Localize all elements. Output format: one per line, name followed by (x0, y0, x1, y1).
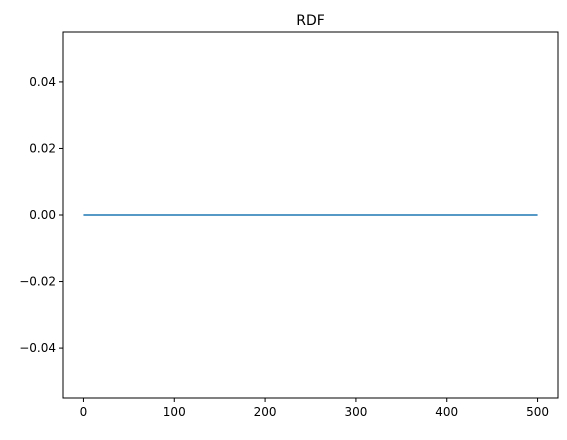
y-tick-label: −0.02 (19, 275, 56, 289)
x-tick-label: 500 (526, 405, 549, 419)
x-tick-label: 100 (163, 405, 186, 419)
y-tick-label: 0.04 (29, 75, 56, 89)
y-tick-label: −0.04 (19, 341, 56, 355)
x-tick-label: 200 (254, 405, 277, 419)
y-tick-label: 0.00 (29, 208, 56, 222)
x-tick-label: 0 (80, 405, 88, 419)
y-axis: 0.04 0.02 0.00 −0.02 −0.04 (19, 75, 63, 355)
x-tick-label: 400 (435, 405, 458, 419)
x-axis: 0 100 200 300 400 500 (80, 398, 549, 419)
chart-title: RDF (296, 13, 325, 29)
plot-frame (62, 31, 559, 399)
x-tick-label: 300 (344, 405, 367, 419)
y-tick-label: 0.02 (29, 141, 56, 155)
